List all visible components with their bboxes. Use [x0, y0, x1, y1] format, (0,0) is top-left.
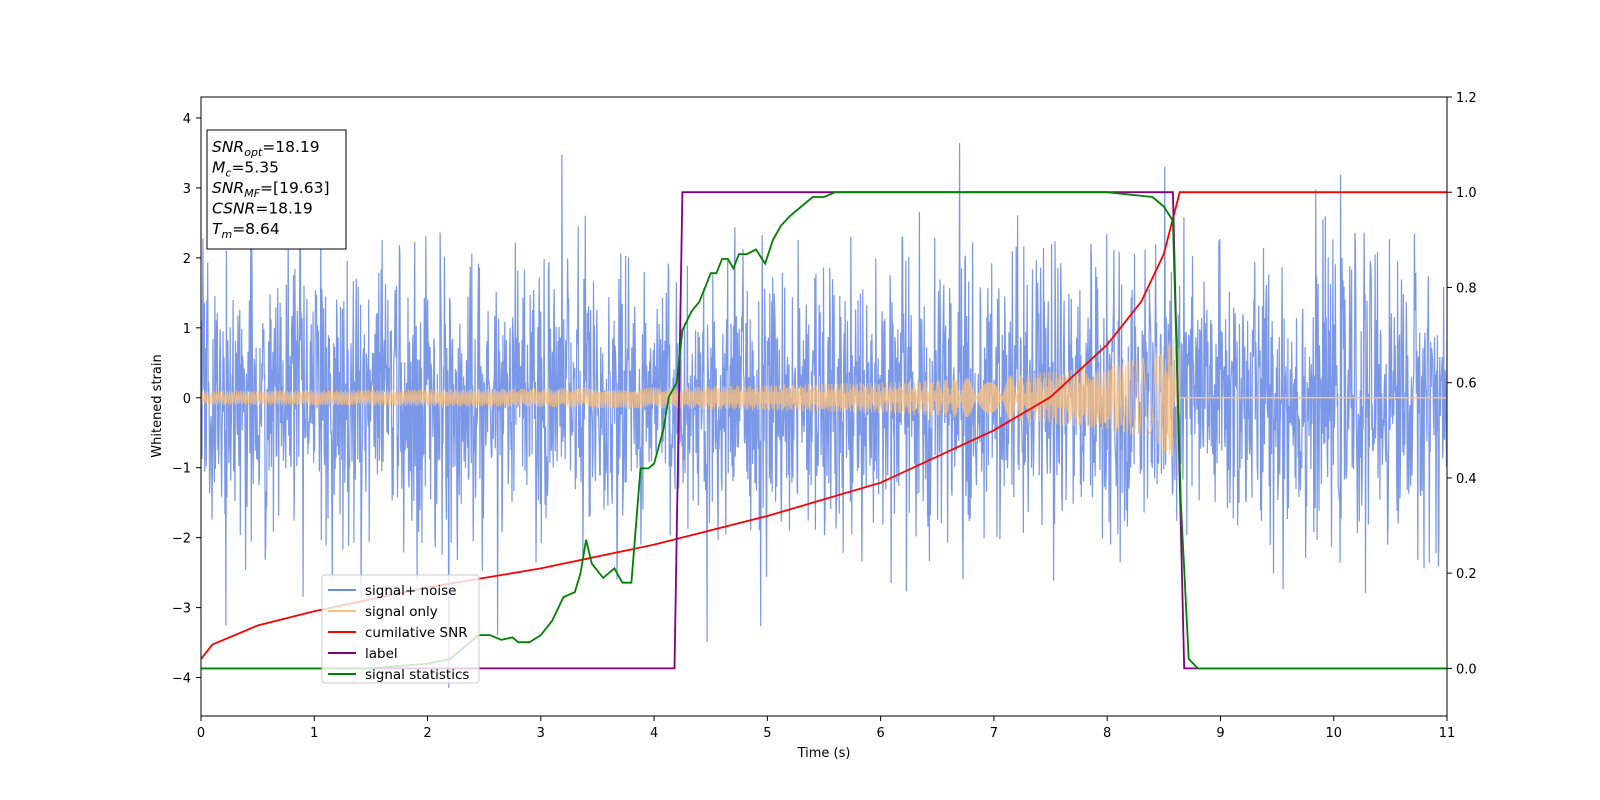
info-line: SNRopt=18.19	[212, 138, 320, 159]
x-tick-label: 0	[197, 726, 205, 741]
y-tick-label: −2	[172, 532, 191, 547]
info-subscript: c	[225, 167, 231, 180]
y-axis-label: Whitened strain	[150, 354, 165, 457]
x-tick-label: 3	[537, 726, 545, 741]
y-axis-right: 0.0 0.2 0.4 0.6 0.8 1.0 1.2	[1447, 91, 1477, 677]
info-value: =18.19	[255, 200, 312, 218]
x-tick-label: 7	[990, 726, 998, 741]
legend-label-signal-only: signal only	[365, 604, 438, 620]
x-tick-label: 9	[1216, 726, 1224, 741]
info-value: =5.35	[231, 159, 279, 177]
info-symbol: T	[212, 220, 223, 238]
y-tick-label: −1	[172, 462, 191, 477]
x-tick-label: 6	[876, 726, 884, 741]
x-tick-label: 2	[423, 726, 431, 741]
info-symbol: M	[212, 159, 225, 177]
info-symbol: SNR	[212, 138, 244, 156]
y-tick-label: 4	[183, 112, 191, 127]
info-subscript: opt	[244, 146, 263, 159]
y-tick-label: 3	[183, 182, 191, 197]
legend-frame	[321, 574, 480, 684]
x-tick-label: 11	[1439, 726, 1456, 741]
info-line: SNRMF=[19.63]	[212, 179, 330, 200]
y2-tick-label: 0.6	[1456, 377, 1477, 392]
info-subscript: MF	[244, 187, 260, 200]
info-value: =[19.63]	[260, 179, 329, 197]
y-tick-label: −3	[172, 602, 191, 617]
info-line: Mc=5.35	[212, 159, 279, 180]
info-line: Tm=8.64	[212, 220, 280, 241]
y2-tick-label: 0.2	[1456, 567, 1477, 582]
info-line: CSNR=18.19	[212, 200, 313, 218]
legend-label-label: label	[365, 646, 398, 662]
series-signal-noise-line	[201, 142, 1447, 689]
info-value: =8.64	[232, 220, 280, 238]
info-value: =18.19	[262, 138, 319, 156]
series-layer	[201, 142, 1447, 689]
legend: signal+ noise signal only cumilative SNR la…	[321, 574, 480, 684]
y2-tick-label: 0.4	[1456, 472, 1477, 487]
x-tick-label: 8	[1103, 726, 1111, 741]
x-axis: 0 1 2 3 4 5 6 7 8 9 10 11	[197, 716, 1455, 741]
x-tick-label: 10	[1325, 726, 1342, 741]
x-tick-label: 5	[763, 726, 771, 741]
legend-label-signal-noise: signal+ noise	[365, 583, 456, 599]
x-axis-label: Time (s)	[797, 746, 851, 761]
series-signal-statistics-line	[201, 191, 1447, 670]
y-tick-label: 0	[183, 392, 191, 407]
y-axis-left: −4 −3 −2 −1 0 1 2 3 4	[172, 112, 201, 687]
axes-frame	[200, 96, 1448, 717]
y2-tick-label: 1.0	[1456, 186, 1477, 201]
y2-tick-label: 1.2	[1456, 91, 1477, 106]
info-box: SNRopt=18.19Mc=5.35SNRMF=[19.63]CSNR=18.…	[206, 129, 347, 250]
y-tick-label: −4	[172, 672, 191, 687]
y-tick-label: 1	[183, 322, 191, 337]
x-tick-label: 1	[310, 726, 318, 741]
info-box-frame	[206, 129, 347, 250]
legend-label-signal-statistics: signal statistics	[365, 667, 469, 683]
series-signal-only-line	[201, 337, 1181, 457]
info-symbol: CSNR	[212, 200, 255, 218]
y2-tick-label: 0.0	[1456, 662, 1477, 677]
info-subscript: m	[221, 228, 232, 241]
y2-tick-label: 0.8	[1456, 281, 1477, 296]
legend-label-cumilative-snr: cumilative SNR	[365, 625, 468, 641]
info-symbol: SNR	[212, 179, 244, 197]
x-tick-label: 4	[650, 726, 658, 741]
series-cumilative-snr-line	[201, 191, 1447, 660]
y-tick-label: 2	[183, 252, 191, 267]
